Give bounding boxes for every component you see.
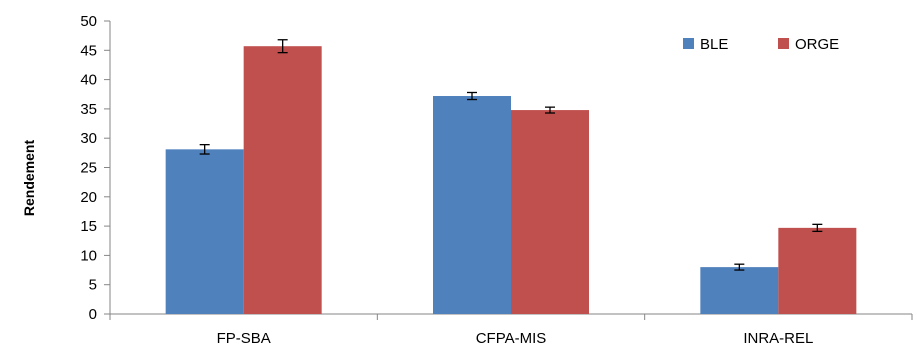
y-tick-label: 5 [89, 277, 97, 294]
y-tick-label: 0 [89, 306, 97, 323]
error-bar [277, 39, 288, 54]
x-tick-label: FP-SBA [217, 330, 271, 347]
y-tick-label: 30 [80, 130, 97, 147]
bar-orge-inra-rel [778, 227, 857, 314]
bar-ble-inra-rel [700, 267, 779, 314]
x-tick-label: CFPA-MIS [476, 330, 547, 347]
error-bars [199, 39, 823, 271]
y-tick-label: 35 [80, 101, 97, 118]
x-tick-label: INRA-REL [743, 330, 813, 347]
y-tick-label: 40 [80, 72, 97, 89]
legend-label: BLE [700, 36, 728, 53]
y-axis: 0 5 10 15 20 25 30 35 40 45 50 [80, 13, 111, 323]
y-tick-label: 10 [80, 247, 97, 264]
legend: BLE ORGE [683, 36, 839, 53]
error-bar [812, 223, 823, 233]
legend-label: ORGE [795, 36, 839, 53]
bars [165, 46, 857, 315]
y-tick-label: 15 [80, 218, 97, 235]
legend-item-orge: ORGE [778, 36, 839, 53]
bar-orge-fp-sba [243, 46, 322, 314]
bar-ble-cfpa-mis [433, 96, 511, 315]
legend-swatch [778, 38, 789, 49]
legend-item-ble: BLE [683, 36, 728, 53]
legend-swatch [683, 38, 694, 49]
y-axis-label: Rendement [21, 140, 37, 217]
error-bar [199, 143, 210, 155]
x-axis: FP-SBA CFPA-MIS INRA-REL [109, 313, 913, 347]
y-tick-label: 50 [80, 13, 97, 30]
y-tick-label: 25 [80, 160, 97, 177]
error-bar [734, 263, 745, 271]
bar-orge-cfpa-mis [511, 110, 589, 315]
error-bar [545, 106, 555, 114]
y-tick-label: 45 [80, 42, 97, 59]
bar-ble-fp-sba [165, 149, 244, 314]
error-bar [467, 91, 477, 101]
y-tick-label: 20 [80, 189, 97, 206]
